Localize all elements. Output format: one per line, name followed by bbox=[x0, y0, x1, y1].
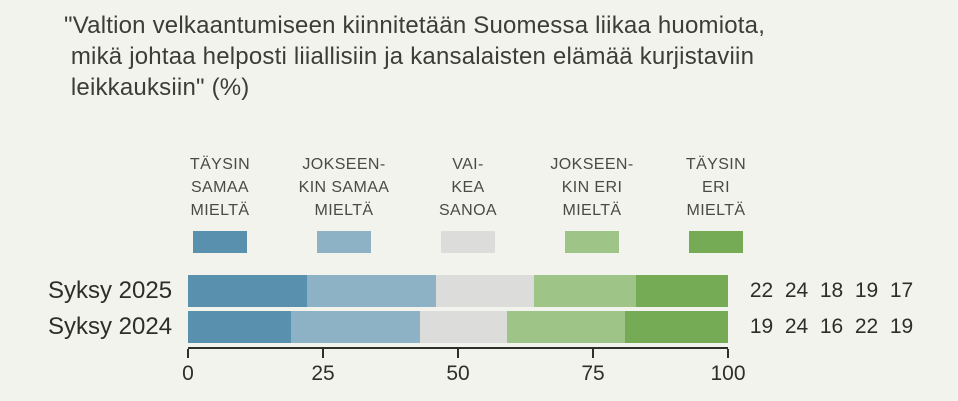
value-label: 19 bbox=[749, 315, 774, 338]
value-label: 24 bbox=[784, 315, 809, 338]
legend-item: TÄYSIN SAMAA MIELTÄ bbox=[158, 153, 282, 253]
bar-segment bbox=[290, 311, 421, 343]
legend-swatch bbox=[441, 231, 495, 253]
legend-item: JOKSEEN- KIN SAMAA MIELTÄ bbox=[282, 153, 406, 253]
bar-segment bbox=[533, 275, 637, 307]
row-label: Syksy 2024 bbox=[48, 313, 173, 340]
bar-row: Syksy 2024 19 24 16 22 19 bbox=[0, 311, 958, 343]
legend-item: TÄYSIN ERI MIELTÄ bbox=[654, 153, 778, 253]
legend-label: TÄYSIN SAMAA MIELTÄ bbox=[189, 156, 251, 219]
axis-tick-label: 75 bbox=[581, 362, 605, 385]
bar-segment bbox=[636, 275, 728, 307]
axis-tick-label: 100 bbox=[710, 362, 746, 385]
legend-label: VAI- KEA SANOA bbox=[438, 156, 497, 219]
legend-swatch bbox=[565, 231, 619, 253]
stacked-bar bbox=[188, 311, 728, 343]
legend-item: VAI- KEA SANOA bbox=[406, 153, 530, 253]
axis-tick bbox=[322, 349, 324, 358]
value-labels: 19 24 16 22 19 bbox=[748, 315, 915, 339]
value-label: 19 bbox=[889, 315, 914, 338]
axis-tick-label: 50 bbox=[446, 362, 470, 385]
value-label: 18 bbox=[819, 279, 844, 302]
value-label: 17 bbox=[889, 279, 914, 302]
legend-label: TÄYSIN ERI MIELTÄ bbox=[685, 156, 747, 219]
legend-swatch bbox=[689, 231, 743, 253]
value-label: 19 bbox=[854, 279, 879, 302]
chart-title: "Valtion velkaantumiseen kiinnitetään Su… bbox=[64, 12, 766, 101]
axis-tick bbox=[727, 349, 729, 358]
bar-segment bbox=[436, 275, 534, 307]
legend-label: JOKSEEN- KIN SAMAA MIELTÄ bbox=[298, 156, 390, 219]
bar-segment bbox=[625, 311, 728, 343]
value-label: 16 bbox=[819, 315, 844, 338]
bar-segment bbox=[420, 311, 507, 343]
legend-swatch bbox=[317, 231, 371, 253]
legend-item: JOKSEEN- KIN ERI MIELTÄ bbox=[530, 153, 654, 253]
x-axis: 0 25 50 75 100 bbox=[182, 347, 746, 391]
value-label: 24 bbox=[784, 279, 809, 302]
bar-segment bbox=[188, 311, 291, 343]
row-label: Syksy 2025 bbox=[48, 277, 173, 304]
legend: TÄYSIN SAMAA MIELTÄ JOKSEEN- KIN SAMAA M… bbox=[158, 153, 778, 253]
axis-tick bbox=[592, 349, 594, 358]
stacked-bar bbox=[188, 275, 728, 307]
axis-tick-label: 0 bbox=[182, 362, 194, 385]
legend-label: JOKSEEN- KIN ERI MIELTÄ bbox=[550, 156, 634, 219]
bar-segment bbox=[188, 275, 307, 307]
value-label: 22 bbox=[854, 315, 879, 338]
axis-tick bbox=[457, 349, 459, 358]
bar-segment bbox=[506, 311, 626, 343]
bar-rows: Syksy 2025 22 24 18 19 17 Syksy 2024 19 … bbox=[0, 275, 958, 343]
axis-tick-label: 25 bbox=[311, 362, 335, 385]
value-labels: 22 24 18 19 17 bbox=[748, 279, 915, 303]
axis-tick bbox=[187, 349, 189, 358]
bar-segment bbox=[306, 275, 437, 307]
legend-swatch bbox=[193, 231, 247, 253]
bar-row: Syksy 2025 22 24 18 19 17 bbox=[0, 275, 958, 307]
value-label: 22 bbox=[749, 279, 774, 302]
